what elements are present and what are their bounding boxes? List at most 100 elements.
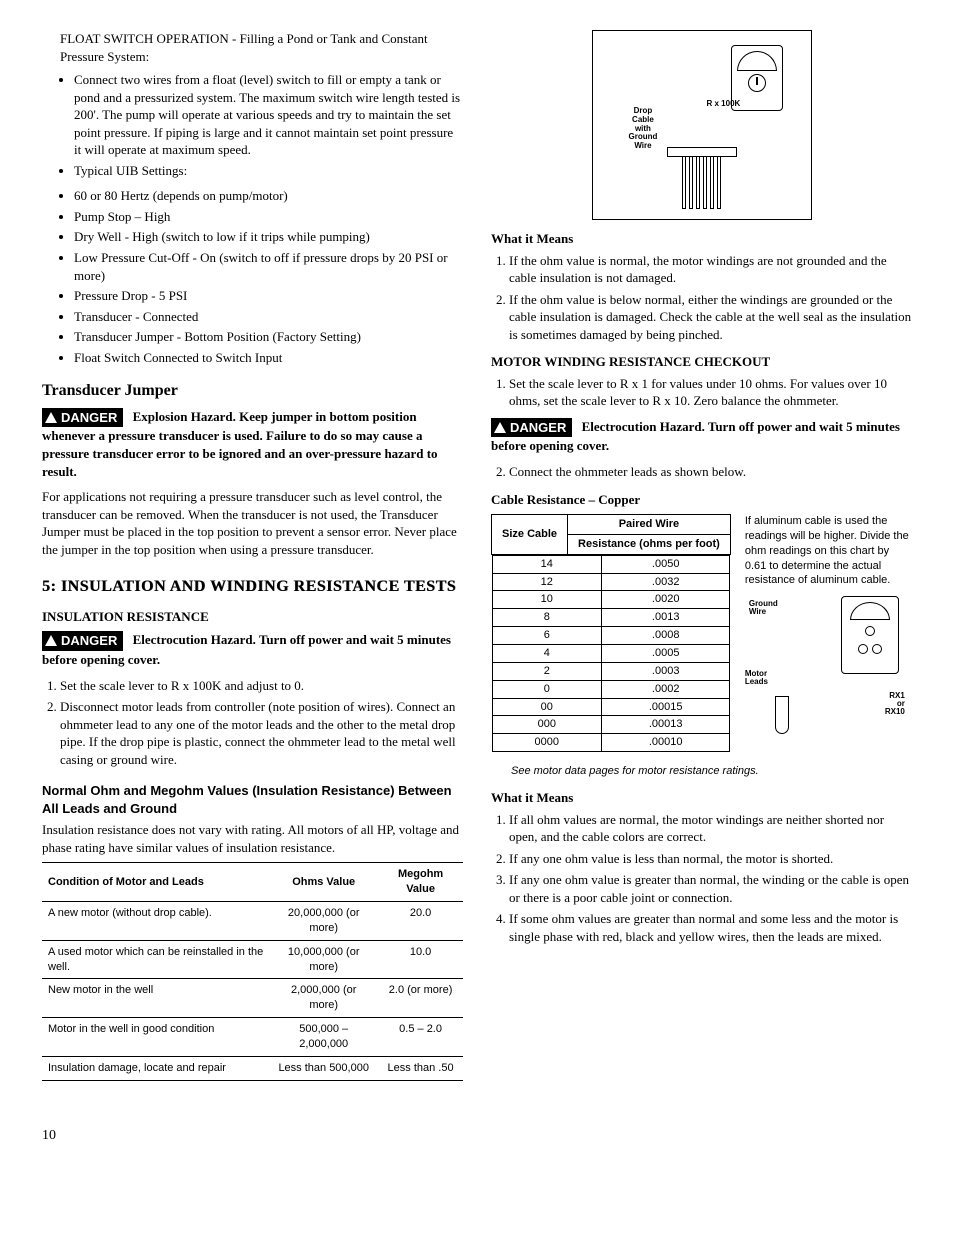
- table-cell: .0003: [602, 662, 730, 680]
- ohm-values-heading: Normal Ohm and Megohm Values (Insulation…: [42, 782, 463, 817]
- col-header: Condition of Motor and Leads: [42, 863, 269, 902]
- motor-icon: [771, 696, 793, 756]
- rx-label: RX1orRX10: [885, 692, 905, 716]
- transducer-body: For applications not requiring a pressur…: [42, 488, 463, 558]
- table-cell: 20,000,000 (or more): [269, 902, 378, 941]
- danger-badge: DANGER: [42, 408, 123, 428]
- col-header: Resistance (ohms per foot): [568, 534, 731, 554]
- table-cell: Motor in the well in good condition: [42, 1018, 269, 1057]
- ground-wire-label: GroundWire: [749, 600, 778, 616]
- table-cell: .0050: [602, 555, 730, 573]
- table-cell: .00013: [602, 716, 730, 734]
- table-cell: 10: [492, 591, 602, 609]
- item: If any one ohm value is less than normal…: [509, 850, 912, 868]
- table-cell: .0008: [602, 627, 730, 645]
- warning-triangle-icon: [45, 412, 57, 423]
- table-cell: 12: [492, 573, 602, 591]
- section-5-heading: 5: INSULATION AND WINDING RESISTANCE TES…: [42, 576, 463, 598]
- mwr-steps-1: Set the scale lever to R x 1 for values …: [491, 375, 912, 410]
- page-number: 10: [42, 1127, 912, 1146]
- ohmmeter-motor-figure: GroundWire MotorLeads RX1orRX10: [745, 596, 905, 756]
- table-cell: 0: [492, 680, 602, 698]
- table-cell: Insulation damage, locate and repair: [42, 1056, 269, 1080]
- table-cell: 8: [492, 609, 602, 627]
- table-row: Insulation damage, locate and repairLess…: [42, 1056, 463, 1080]
- step: Set the scale lever to R x 1 for values …: [509, 375, 912, 410]
- table-cell: 2.0 (or more): [378, 979, 463, 1018]
- item: If all ohm values are normal, the motor …: [509, 811, 912, 846]
- table-cell: .0013: [602, 609, 730, 627]
- warning-triangle-icon: [494, 422, 506, 433]
- sub-bullet: Transducer - Connected: [74, 308, 463, 326]
- table-cell: .0020: [602, 591, 730, 609]
- step: Set the scale lever to R x 100K and adju…: [60, 677, 463, 695]
- table-cell: 14: [492, 555, 602, 573]
- float-bullets: Connect two wires from a float (level) s…: [42, 71, 463, 179]
- ohm-intro: Insulation resistance does not vary with…: [42, 821, 463, 856]
- table-row: 10.0020: [492, 591, 730, 609]
- table-row: 14.0050: [492, 555, 730, 573]
- mwr-heading: MOTOR WINDING RESISTANCE CHECKOUT: [491, 353, 912, 371]
- item: If the ohm value is normal, the motor wi…: [509, 252, 912, 287]
- sub-bullet: Dry Well - High (switch to low if it tri…: [74, 228, 463, 246]
- motor-leads-label: MotorLeads: [745, 670, 768, 686]
- table-cell: 00: [492, 698, 602, 716]
- transducer-heading: Transducer Jumper: [42, 380, 463, 402]
- item: If some ohm values are greater than norm…: [509, 910, 912, 945]
- aluminum-note: If aluminum cable is used the readings w…: [745, 514, 912, 588]
- float-switch-heading: FLOAT SWITCH OPERATION - Filling a Pond …: [42, 30, 463, 65]
- table-cell: 2: [492, 662, 602, 680]
- table-row: A new motor (without drop cable).20,000,…: [42, 902, 463, 941]
- danger-electrocution-1: DANGER Electrocution Hazard. Turn off po…: [42, 631, 463, 668]
- col-header: Megohm Value: [378, 863, 463, 902]
- what-it-means-heading-1: What it Means: [491, 230, 912, 248]
- table-cell: 0000: [492, 734, 602, 752]
- danger-explosion: DANGER Explosion Hazard. Keep jumper in …: [42, 408, 463, 480]
- table-cell: .0002: [602, 680, 730, 698]
- table-cell: 2,000,000 (or more): [269, 979, 378, 1018]
- table-row: 6.0008: [492, 627, 730, 645]
- well-head-icon: [667, 147, 737, 213]
- item: If the ohm value is below normal, either…: [509, 291, 912, 344]
- table-cell: .0005: [602, 645, 730, 663]
- table-row: 8.0013: [492, 609, 730, 627]
- table-cell: 500,000 – 2,000,000: [269, 1018, 378, 1057]
- table-row: 4.0005: [492, 645, 730, 663]
- insulation-steps: Set the scale lever to R x 100K and adju…: [42, 677, 463, 769]
- sub-bullet: Pump Stop – High: [74, 208, 463, 226]
- left-column: FLOAT SWITCH OPERATION - Filling a Pond …: [42, 30, 463, 1087]
- mwr-steps-2: Connect the ohmmeter leads as shown belo…: [491, 463, 912, 481]
- table-cell: 6: [492, 627, 602, 645]
- danger-electrocution-2: DANGER Electrocution Hazard. Turn off po…: [491, 418, 912, 455]
- what-it-means-heading-2: What it Means: [491, 789, 912, 807]
- table-cell: 10,000,000 (or more): [269, 940, 378, 979]
- what-it-means-list-1: If the ohm value is normal, the motor wi…: [491, 252, 912, 344]
- table-cell: 000: [492, 716, 602, 734]
- right-column: R x 100K DropCablewithGroundWire What it…: [491, 30, 912, 1087]
- col-header: Ohms Value: [269, 863, 378, 902]
- ohm-values-table: Condition of Motor and Leads Ohms Value …: [42, 862, 463, 1080]
- sub-bullet: Transducer Jumper - Bottom Position (Fac…: [74, 328, 463, 346]
- table-cell: A new motor (without drop cable).: [42, 902, 269, 941]
- motor-data-note: See motor data pages for motor resistanc…: [511, 764, 912, 779]
- table-row: A used motor which can be reinstalled in…: [42, 940, 463, 979]
- bullet: Connect two wires from a float (level) s…: [74, 71, 463, 159]
- item: If any one ohm value is greater than nor…: [509, 871, 912, 906]
- table-cell: 4: [492, 645, 602, 663]
- step: Connect the ohmmeter leads as shown belo…: [509, 463, 912, 481]
- sub-bullet: Float Switch Connected to Switch Input: [74, 349, 463, 367]
- col-header: Size Cable: [492, 515, 568, 555]
- table-row: 00.00015: [492, 698, 730, 716]
- table-cell: .00015: [602, 698, 730, 716]
- ohmmeter-well-figure: R x 100K DropCablewithGroundWire: [592, 30, 812, 220]
- table-cell: Less than 500,000: [269, 1056, 378, 1080]
- table-row: 2.0003: [492, 662, 730, 680]
- table-cell: 20.0: [378, 902, 463, 941]
- step: Disconnect motor leads from controller (…: [60, 698, 463, 768]
- what-it-means-list-2: If all ohm values are normal, the motor …: [491, 811, 912, 946]
- table-row: Motor in the well in good condition500,0…: [42, 1018, 463, 1057]
- cable-label: DropCablewithGroundWire: [629, 107, 658, 151]
- table-row: 0.0002: [492, 680, 730, 698]
- sub-bullet: 60 or 80 Hertz (depends on pump/motor): [74, 187, 463, 205]
- table-cell: A used motor which can be reinstalled in…: [42, 940, 269, 979]
